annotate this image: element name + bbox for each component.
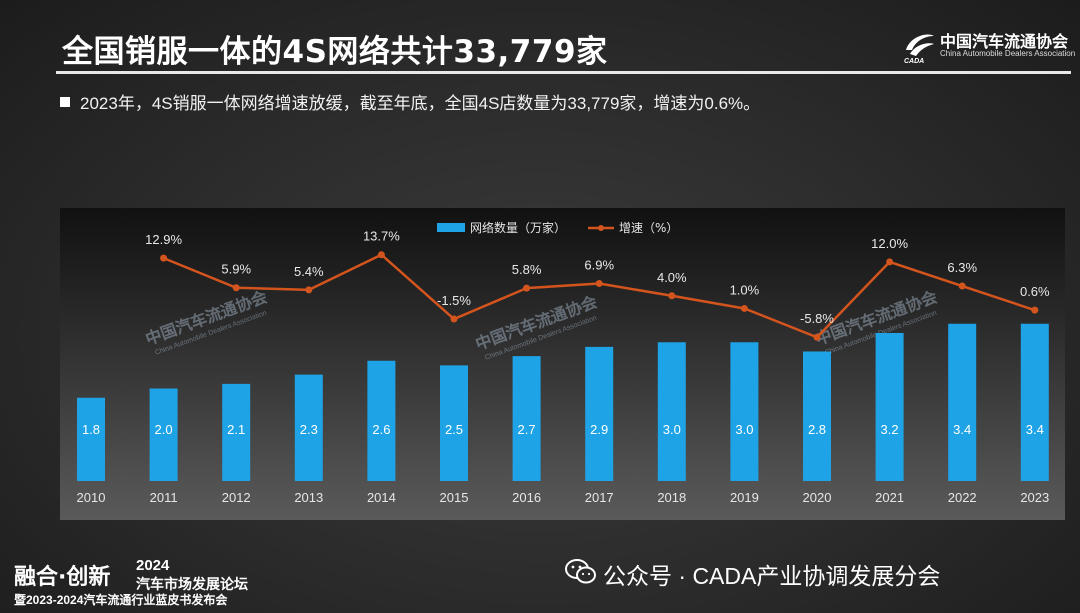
- x-tick-2013: 2013: [294, 490, 323, 505]
- growth-label-2018: 4.0%: [657, 270, 687, 285]
- growth-point-2014: [377, 251, 385, 259]
- growth-label-2020: -5.8%: [800, 311, 834, 326]
- growth-label-2017: 6.9%: [584, 258, 614, 273]
- title-divider: [56, 71, 1071, 74]
- bar-2011: [149, 388, 178, 481]
- bar-2015: [440, 365, 468, 481]
- growth-label-2014: 13.7%: [363, 229, 400, 244]
- bar-label-2018: 3.0: [663, 422, 681, 437]
- x-tick-2014: 2014: [367, 490, 396, 505]
- growth-point-2012: [232, 284, 240, 292]
- bullet-square-icon: [60, 97, 70, 107]
- x-tick-2016: 2016: [512, 490, 541, 505]
- x-tick-2011: 2011: [150, 490, 178, 505]
- growth-point-2013: [305, 286, 313, 294]
- bar-2018: [657, 342, 686, 481]
- legend-line-label: 增速（%）: [619, 221, 678, 235]
- growth-point-2020: [813, 333, 821, 341]
- growth-label-2021: 12.0%: [871, 236, 908, 251]
- bar-label-2012: 2.1: [227, 422, 245, 437]
- growth-label-2022: 6.3%: [947, 260, 977, 275]
- bar-2010: [77, 397, 105, 481]
- x-tick-2023: 2023: [1020, 490, 1049, 505]
- bar-label-2015: 2.5: [445, 422, 463, 437]
- bar-2019: [730, 342, 759, 481]
- growth-label-2011: 12.9%: [145, 232, 182, 247]
- x-tick-2018: 2018: [657, 490, 686, 505]
- bar-label-2011: 2.0: [155, 422, 173, 437]
- svg-text:CADA: CADA: [904, 58, 924, 64]
- bar-label-2016: 2.7: [518, 422, 536, 437]
- forum-banner: 融合·创新 2024 汽车市场发展论坛 暨2023-2024汽车流通行业蓝皮书发…: [8, 555, 338, 610]
- x-tick-2021: 2021: [875, 490, 904, 505]
- bar-2017: [585, 346, 614, 481]
- summary-text: 2023年，4S销服一体网络增速放缓，截至年底，全国4S店数量为33,779家，…: [80, 94, 761, 113]
- x-tick-2019: 2019: [730, 490, 759, 505]
- logo-chinese-name: 中国汽车流通协会: [940, 32, 1069, 51]
- forum-year: 2024: [136, 557, 170, 574]
- summary-bullet: 2023年，4S销服一体网络增速放缓，截至年底，全国4S店数量为33,779家，…: [60, 89, 760, 114]
- page-title: 全国销服一体的4S网络共计33,779家: [62, 34, 608, 70]
- bar-label-2021: 3.2: [881, 422, 899, 437]
- forum-name: 汽车市场发展论坛: [136, 576, 248, 592]
- x-tick-2022: 2022: [948, 490, 977, 505]
- bar-2023: [1020, 323, 1049, 481]
- growth-point-2021: [886, 258, 894, 266]
- logo-english-name: China Automobile Dealers Association: [940, 49, 1076, 58]
- legend-line-marker: [598, 225, 604, 231]
- growth-point-2015: [450, 315, 458, 323]
- legend-bar-swatch: [437, 223, 465, 232]
- growth-point-2019: [740, 304, 748, 312]
- bar-2021: [875, 333, 904, 481]
- bar-label-2023: 3.4: [1026, 422, 1044, 437]
- growth-point-2018: [668, 292, 676, 300]
- x-tick-2017: 2017: [585, 490, 614, 505]
- growth-label-2012: 5.9%: [221, 262, 251, 277]
- bar-2020: [803, 351, 831, 481]
- bar-label-2020: 2.8: [808, 422, 826, 437]
- bar-2012: [222, 383, 251, 481]
- growth-label-2023: 0.6%: [1020, 284, 1050, 299]
- growth-point-2023: [1031, 306, 1039, 314]
- bar-label-2019: 3.0: [735, 422, 753, 437]
- growth-point-2017: [595, 280, 603, 287]
- x-tick-2015: 2015: [440, 490, 469, 505]
- growth-point-2022: [958, 282, 966, 290]
- bar-label-2014: 2.6: [372, 422, 390, 437]
- cada-emblem-icon: CADA: [904, 34, 934, 64]
- x-tick-2010: 2010: [77, 490, 106, 505]
- bar-2013: [294, 374, 323, 481]
- bar-label-2017: 2.9: [590, 422, 608, 437]
- bar-2016: [512, 356, 541, 481]
- x-tick-2020: 2020: [803, 490, 832, 505]
- cada-logo: CADA 中国汽车流通协会 China Automobile Dealers A…: [900, 26, 1075, 66]
- growth-point-2016: [523, 284, 531, 292]
- bar-label-2022: 3.4: [953, 422, 971, 437]
- bar-2022: [948, 323, 977, 481]
- forum-subtitle: 暨2023-2024汽车流通行业蓝皮书发布会: [14, 593, 228, 607]
- growth-label-2013: 5.4%: [294, 264, 324, 279]
- growth-label-2015: -1.5%: [437, 293, 471, 308]
- growth-label-2019: 1.0%: [730, 282, 760, 297]
- bar-2014: [367, 360, 396, 481]
- x-tick-2012: 2012: [222, 490, 251, 505]
- legend-bar-label: 网络数量（万家）: [470, 220, 566, 235]
- bar-label-2013: 2.3: [300, 422, 318, 437]
- wechat-icon: [565, 559, 596, 584]
- bar-label-2010: 1.8: [82, 422, 100, 437]
- forum-slogan: 融合·创新: [14, 565, 111, 590]
- source-account: 公众号 · CADA产业协调发展分会: [603, 563, 941, 589]
- growth-point-2011: [160, 254, 168, 262]
- growth-label-2016: 5.8%: [512, 262, 542, 277]
